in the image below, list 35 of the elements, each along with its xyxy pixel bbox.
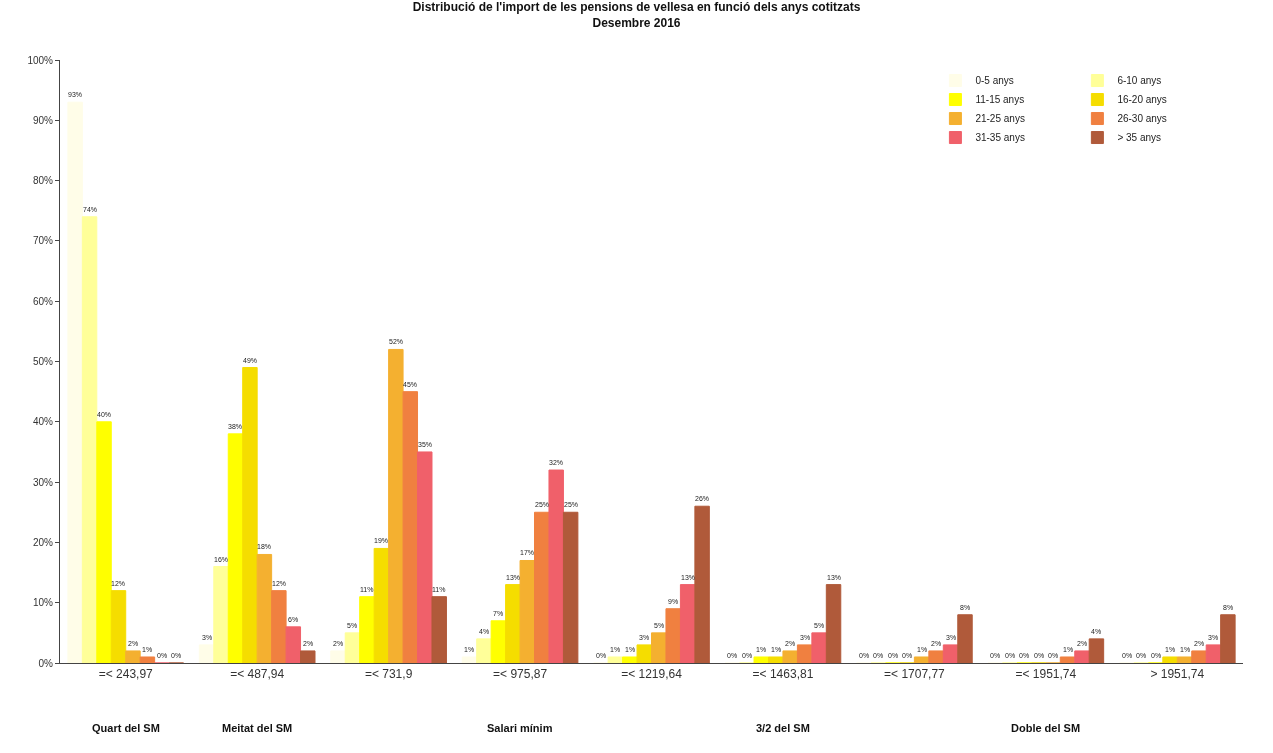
text: 3/2 del SM (756, 722, 810, 734)
text: Salari mínim (487, 722, 553, 734)
y-tick-label: 90% (32, 114, 54, 126)
x-tick-label: =< 243,97 (98, 667, 154, 682)
y-tick-label: 40% (32, 416, 54, 428)
y-tick-label: 0% (38, 657, 54, 669)
y-tick-label: 20% (32, 536, 54, 548)
x-tick-label: =< 1219,64 (621, 667, 683, 682)
legend-label: 0-5 anys (975, 75, 1014, 87)
y-tick-label: 60% (32, 295, 54, 307)
legend-label: 6-10 anys (1117, 75, 1162, 87)
legend-label: > 35 anys (1117, 132, 1162, 144)
y-tick-label: 100% (27, 54, 54, 66)
chart-title: Distribució de l'import de les pensions de vellesa en funció dels anys cotitzats (412, 0, 861, 15)
x-tick-label: =< 487,94 (230, 667, 285, 682)
y-tick-label: 10% (32, 597, 54, 609)
text: Quart del SM (92, 722, 160, 734)
x-tick-label: =< 1463,81 (752, 667, 814, 682)
y-tick-label: 30% (32, 476, 54, 488)
y-tick-label: 50% (32, 356, 54, 367)
legend-label: 31-35 anys (975, 132, 1025, 144)
y-tick-label: 70% (32, 235, 54, 247)
text: Doble del SM (1011, 722, 1081, 734)
legend-label: 26-30 anys (1117, 113, 1167, 125)
x-tick-label: =< 1951,74 (1015, 667, 1077, 682)
x-tick-label: =< 975,87 (493, 667, 548, 682)
x-tick-label: =< 731,9 (364, 667, 413, 682)
x-tick-label: > 1951,74 (1150, 667, 1205, 682)
x-tick-label: =< 1707,77 (884, 667, 946, 682)
chart-subtitle: Desembre 2016 (592, 15, 681, 30)
text: Meitat del SM (222, 722, 293, 734)
legend-label: 21-25 anys (975, 113, 1025, 125)
legend-label: 11-15 anys (975, 94, 1025, 106)
y-tick-label: 80% (32, 175, 54, 187)
legend-label: 16-20 anys (1117, 94, 1167, 106)
